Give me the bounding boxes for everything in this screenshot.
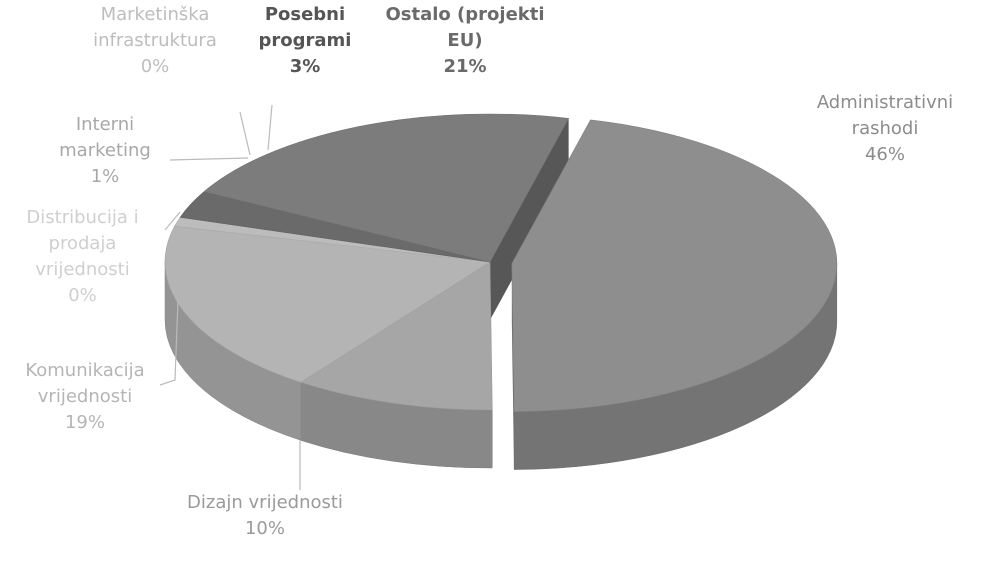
- data-label: Distribucija i prodaja vrijednosti 0%: [0, 205, 165, 309]
- value-label: 10%: [244, 518, 285, 539]
- leader-line: [239, 111, 251, 156]
- category-label: Administrativni rashodi: [816, 92, 954, 139]
- category-label: Posebni programi: [258, 4, 352, 51]
- data-label: Komunikacija vrijednosti 19%: [0, 358, 170, 436]
- tops: [164, 113, 838, 412]
- value-label: 1%: [90, 166, 120, 187]
- sides: [164, 118, 838, 470]
- category-label: Distribucija i prodaja vrijednosti: [26, 207, 139, 280]
- data-label: Dizajn vrijednosti 10%: [185, 490, 345, 542]
- slice-cut: [490, 118, 569, 320]
- value-label: 0%: [140, 56, 170, 77]
- value-label: 46%: [864, 144, 905, 165]
- category-label: Dizajn vrijednosti: [187, 492, 343, 513]
- value-label: 0%: [68, 285, 97, 306]
- data-label: Marketinška infrastruktura 0%: [60, 2, 250, 80]
- category-label: Komunikacija vrijednosti: [25, 360, 145, 407]
- value-label: 21%: [443, 56, 487, 77]
- category-label: Ostalo (projekti EU): [385, 4, 545, 51]
- slice: [203, 113, 570, 263]
- slice: [164, 225, 491, 383]
- slice: [300, 261, 493, 411]
- leader-line: [267, 104, 273, 151]
- data-label: Administrativni rashodi 46%: [795, 90, 975, 168]
- leader-line: [164, 211, 181, 231]
- data-label: Ostalo (projekti EU) 21%: [370, 2, 560, 80]
- data-label: Interni marketing 1%: [40, 112, 170, 190]
- value-label: 3%: [289, 56, 321, 77]
- slice: [511, 119, 838, 412]
- category-label: Marketinška infrastruktura: [93, 4, 217, 51]
- data-label: Posebni programi 3%: [235, 2, 375, 80]
- value-label: 19%: [64, 412, 105, 433]
- leader-line: [159, 299, 179, 386]
- category-label: Interni marketing: [59, 114, 151, 161]
- leader-line: [169, 157, 249, 161]
